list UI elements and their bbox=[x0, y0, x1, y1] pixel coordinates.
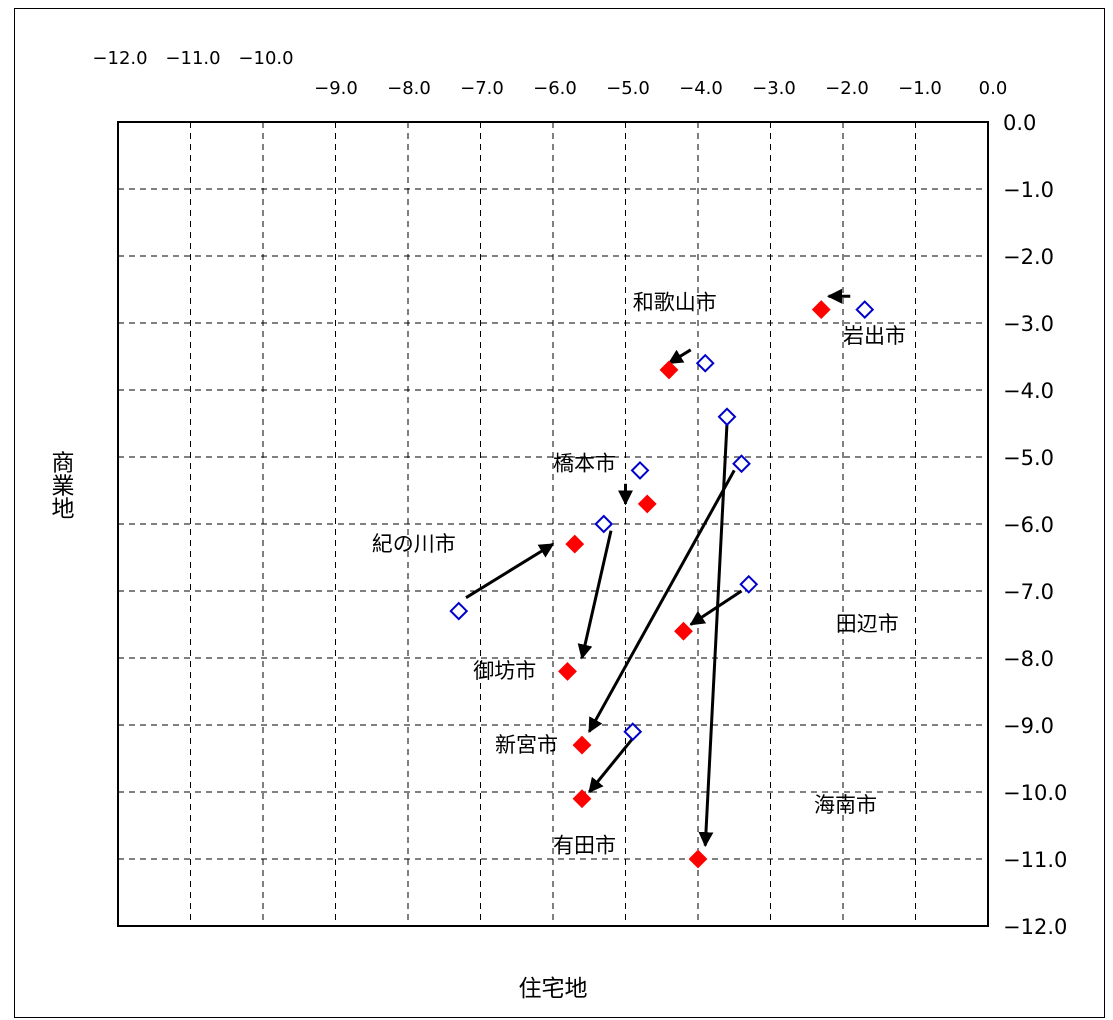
x-tick-label: −7.0 bbox=[460, 78, 504, 99]
city-label: 御坊市 bbox=[473, 659, 536, 683]
previous-value-marker bbox=[717, 407, 737, 427]
x-tick-label-top-row: −10.0 bbox=[238, 48, 293, 69]
arrows bbox=[465, 288, 851, 848]
tick-labels: −12.0 −11.0 −10.0 −9.0 −8.0 −7.0 −6.0 −5.0 −4.0 −… bbox=[92, 48, 1067, 939]
y-tick-label: −9.0 bbox=[1003, 714, 1054, 738]
y-tick-label: −1.0 bbox=[1003, 178, 1054, 202]
x-tick-label: −6.0 bbox=[533, 78, 577, 99]
y-tick-label: −12.0 bbox=[1003, 915, 1067, 939]
city-label: 新宮市 bbox=[495, 733, 558, 757]
x-tick-label: −5.0 bbox=[606, 78, 650, 99]
current-value-marker bbox=[659, 360, 679, 380]
y-tick-label: 0.0 bbox=[1003, 111, 1036, 135]
y-axis-title: 商業地 bbox=[47, 451, 75, 520]
x-tick-label: 0.0 bbox=[979, 78, 1008, 99]
current-value-marker bbox=[674, 621, 693, 641]
previous-value-marker bbox=[449, 601, 469, 621]
change-arrow bbox=[465, 542, 555, 599]
change-arrow bbox=[689, 589, 743, 626]
current-value-marker bbox=[558, 661, 577, 681]
city-label: 海南市 bbox=[814, 793, 877, 817]
city-label: 和歌山市 bbox=[633, 291, 717, 315]
y-tick-label: −10.0 bbox=[1003, 781, 1067, 805]
previous-value-marker bbox=[855, 300, 875, 320]
y-tick-label: −3.0 bbox=[1003, 312, 1054, 336]
previous-value-marker bbox=[732, 454, 751, 474]
y-tick-label: −5.0 bbox=[1003, 446, 1054, 470]
change-arrow bbox=[667, 348, 692, 365]
chart-frame bbox=[14, 8, 1105, 1018]
x-tick-label: −2.0 bbox=[825, 78, 869, 99]
city-label: 有田市 bbox=[553, 833, 616, 857]
x-axis-title: 住宅地 bbox=[519, 976, 588, 1002]
y-tick-label: −4.0 bbox=[1003, 379, 1054, 403]
current-value-marker bbox=[811, 300, 831, 320]
city-label: 岩出市 bbox=[843, 324, 906, 348]
x-tick-label: −9.0 bbox=[314, 78, 358, 99]
previous-value-marker bbox=[623, 722, 643, 742]
y-tick-label: −11.0 bbox=[1003, 848, 1067, 872]
change-arrow bbox=[698, 423, 729, 848]
y-tick-label: −8.0 bbox=[1003, 647, 1054, 671]
x-tick-label: −4.0 bbox=[679, 78, 723, 99]
current-value-marker bbox=[572, 735, 592, 755]
x-tick-label-top-row: −11.0 bbox=[165, 48, 220, 69]
previous-value-marker bbox=[695, 353, 715, 373]
y-tick-label: −6.0 bbox=[1003, 513, 1054, 537]
y-tick-label: −7.0 bbox=[1003, 580, 1054, 604]
x-tick-label: −8.0 bbox=[387, 78, 431, 99]
change-arrow bbox=[587, 469, 736, 734]
current-value-marker bbox=[637, 494, 657, 514]
city-label: 紀の川市 bbox=[372, 532, 456, 556]
y-tick-label: −2.0 bbox=[1003, 245, 1054, 269]
change-arrow bbox=[588, 737, 634, 794]
previous-value-marker bbox=[630, 460, 650, 480]
city-label: 田辺市 bbox=[836, 612, 899, 636]
city-label: 橋本市 bbox=[553, 451, 616, 475]
x-tick-label: −1.0 bbox=[898, 78, 942, 99]
previous-value-marker bbox=[594, 514, 614, 534]
x-tick-label-top-row: −12.0 bbox=[92, 48, 147, 69]
grid bbox=[118, 122, 988, 926]
current-value-marker bbox=[572, 789, 592, 809]
previous-value-marker bbox=[739, 574, 759, 594]
current-value-marker bbox=[565, 534, 585, 554]
x-tick-label: −3.0 bbox=[752, 78, 796, 99]
change-arrow bbox=[577, 530, 613, 660]
current-value-marker bbox=[688, 849, 708, 869]
plot-area bbox=[117, 121, 989, 927]
data-points bbox=[449, 300, 875, 869]
